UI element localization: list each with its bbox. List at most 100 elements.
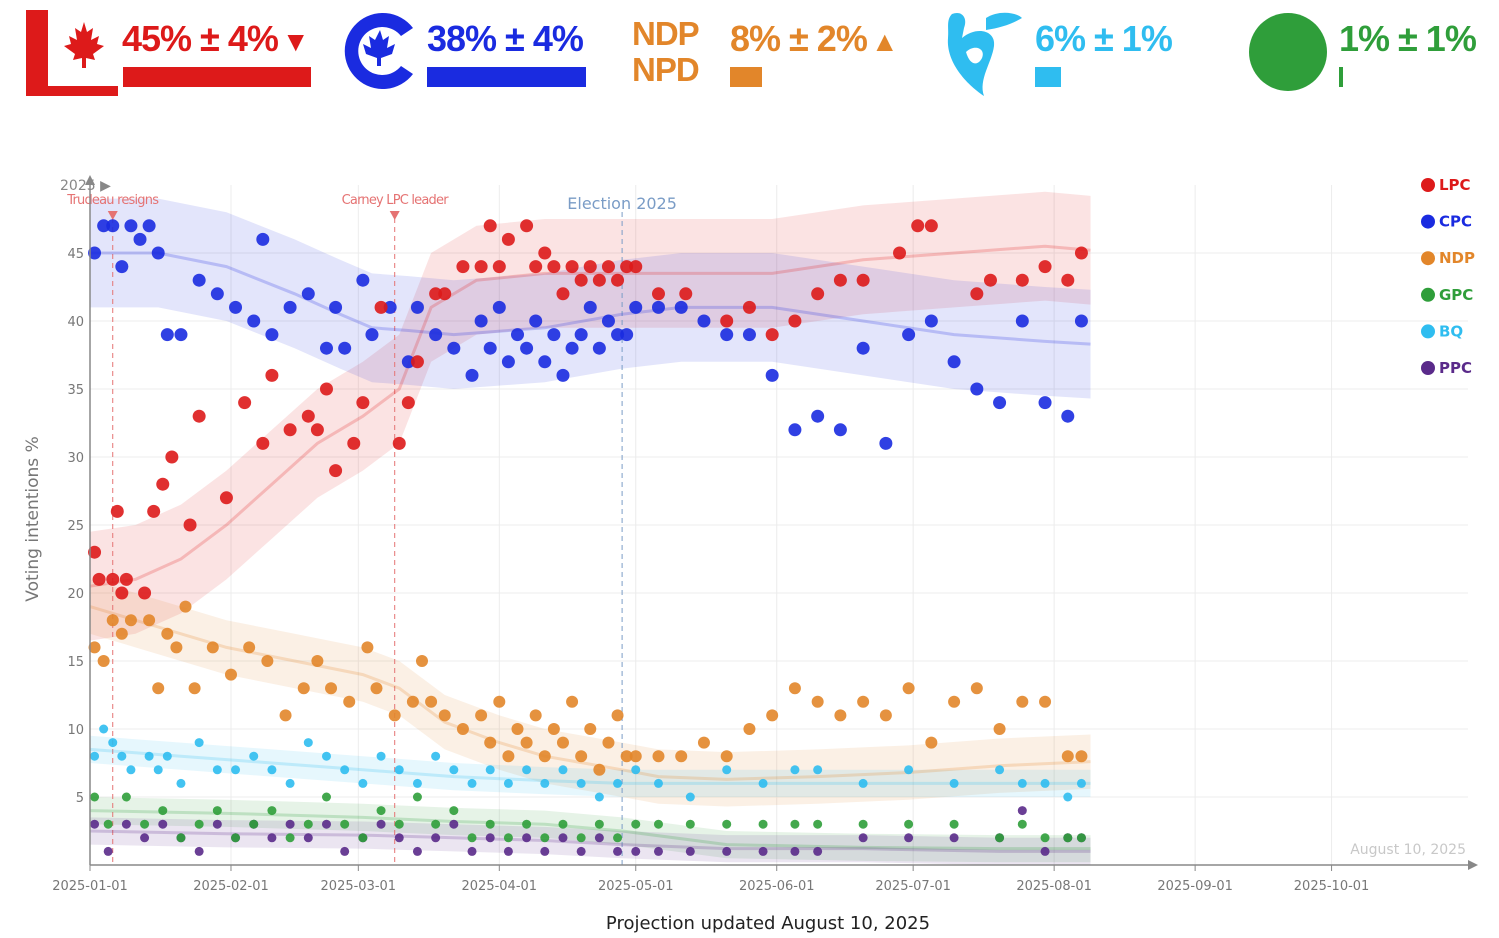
poll-point-ppc — [449, 819, 459, 829]
poll-point-ppc — [722, 846, 732, 856]
poll-point-ndp — [361, 641, 374, 654]
poll-point-gpc — [485, 819, 495, 829]
poll-point-gpc — [467, 833, 477, 843]
poll-point-gpc — [285, 833, 295, 843]
poll-point-ppc — [576, 846, 586, 856]
poll-point-ndp — [566, 695, 579, 708]
poll-point-ppc — [340, 846, 350, 856]
poll-point-cpc — [151, 246, 165, 260]
poll-point-bq — [522, 765, 532, 775]
poll-point-bq — [303, 738, 313, 748]
poll-point-gpc — [503, 833, 513, 843]
poll-point-bq — [790, 765, 800, 775]
poll-point-bq — [558, 765, 568, 775]
poll-point-gpc — [140, 819, 150, 829]
poll-point-cpc — [465, 368, 479, 382]
poll-point-cpc — [611, 328, 625, 342]
band-lpc — [90, 191, 1091, 641]
poll-point-lpc — [165, 450, 179, 464]
poll-point-ndp — [538, 750, 551, 763]
event-marker-icon — [389, 211, 400, 220]
poll-point-ndp — [766, 709, 779, 722]
poll-point-ndp — [970, 682, 983, 695]
poll-point-lpc — [374, 300, 388, 314]
poll-point-lpc — [356, 396, 370, 410]
legend-dot-bq — [1421, 324, 1435, 339]
poll-point-lpc — [147, 504, 161, 518]
poll-point-lpc — [742, 300, 756, 314]
ndp-logo: NDP NPD — [632, 15, 700, 88]
poll-point-bq — [613, 778, 623, 788]
poll-point-bq — [126, 765, 136, 775]
poll-point-ppc — [467, 846, 477, 856]
poll-point-lpc — [629, 260, 643, 274]
poll-point-cpc — [510, 328, 524, 342]
poll-point-ppc — [267, 833, 277, 843]
poll-point-cpc — [592, 341, 606, 355]
poll-point-bq — [431, 751, 441, 761]
poll-point-cpc — [538, 355, 552, 369]
poll-point-gpc — [904, 819, 914, 829]
poll-point-lpc — [501, 232, 515, 246]
poll-point-gpc — [631, 819, 641, 829]
poll-point-cpc — [192, 273, 206, 287]
poll-point-ndp — [106, 614, 119, 627]
poll-point-ppc — [653, 846, 663, 856]
poll-point-lpc — [483, 219, 497, 233]
poll-point-ppc — [631, 846, 641, 856]
poll-point-cpc — [1038, 396, 1052, 410]
poll-point-ppc — [158, 819, 168, 829]
poll-point-bq — [376, 751, 386, 761]
poll-point-bq — [340, 765, 350, 775]
poll-point-ppc — [613, 846, 623, 856]
poll-point-bq — [394, 765, 404, 775]
poll-point-bq — [285, 778, 295, 788]
poll-point-gpc — [431, 819, 441, 829]
poll-point-ppc — [212, 819, 222, 829]
poll-point-bq — [1017, 778, 1027, 788]
poll-point-lpc — [601, 260, 615, 274]
poll-points — [88, 219, 1088, 856]
event-marker-icon — [107, 211, 118, 220]
y-tick-label: 35 — [67, 383, 84, 398]
poll-point-ndp — [124, 614, 137, 627]
poll-point-ppc — [858, 833, 868, 843]
ndp-percentage: 8% ± 2% ▲ — [730, 18, 899, 59]
poll-point-cpc — [365, 328, 379, 342]
poll-point-lpc — [392, 436, 406, 450]
poll-point-cpc — [742, 328, 756, 342]
poll-point-cpc — [142, 219, 156, 233]
poll-point-lpc — [924, 219, 938, 233]
poll-point-cpc — [492, 300, 506, 314]
legend-dot-lpc — [1421, 178, 1435, 192]
poll-point-ndp — [88, 641, 101, 654]
poll-point-cpc — [697, 314, 711, 328]
poll-point-lpc — [592, 273, 606, 287]
poll-point-bq — [449, 765, 459, 775]
poll-point-lpc — [115, 586, 129, 600]
poll-point-lpc — [106, 572, 120, 586]
poll-point-gpc — [121, 792, 131, 802]
poll-point-ndp — [879, 709, 892, 722]
poll-point-ndp — [547, 723, 560, 735]
poll-point-cpc — [301, 287, 315, 301]
poll-point-ndp — [1061, 750, 1074, 763]
poll-point-ppc — [376, 819, 386, 829]
poll-point-cpc — [356, 273, 370, 287]
bq-summary: 6% ± 1% — [942, 8, 1192, 103]
poll-point-cpc — [765, 368, 779, 382]
ndp-summary: NDP NPD 8% ± 2% ▲ — [632, 8, 912, 103]
poll-point-cpc — [1015, 314, 1029, 328]
poll-point-ndp — [857, 695, 870, 708]
poll-point-lpc — [110, 504, 124, 518]
legend-dot-ppc — [1421, 361, 1435, 375]
poll-point-cpc — [970, 382, 984, 396]
poll-point-ndp — [415, 655, 428, 667]
poll-point-ndp — [325, 682, 338, 695]
poll-point-cpc — [833, 423, 847, 437]
poll-point-gpc — [103, 819, 113, 829]
poll-point-ndp — [243, 641, 256, 654]
trend-ndp — [89, 605, 1091, 781]
poll-point-ndp — [993, 723, 1006, 735]
